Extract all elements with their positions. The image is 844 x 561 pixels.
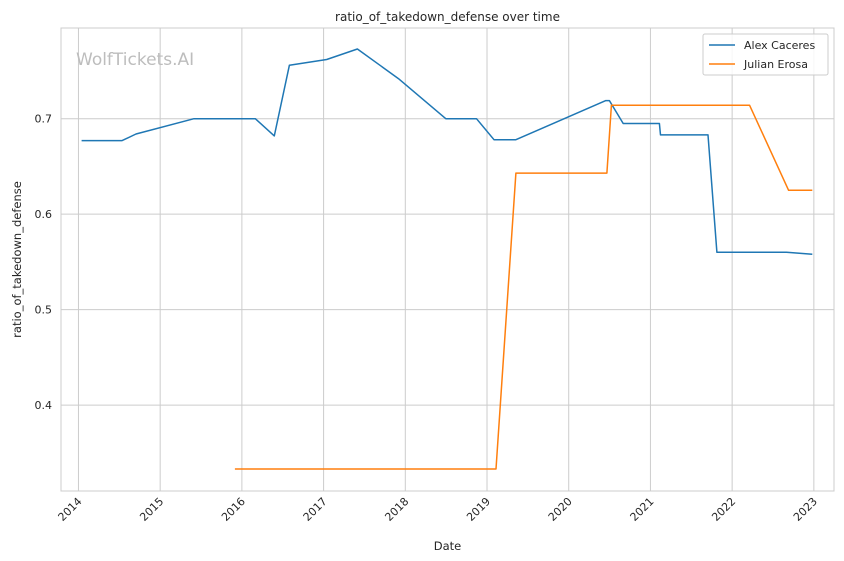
legend-entry: Julian Erosa xyxy=(743,58,808,71)
x-axis-label: Date xyxy=(434,539,462,553)
legend-entry: Alex Caceres xyxy=(744,39,815,52)
watermark-text: WolfTickets.AI xyxy=(76,50,194,70)
chart-title: ratio_of_takedown_defense over time xyxy=(335,10,560,24)
y-tick-label: 0.4 xyxy=(35,399,53,412)
legend: Alex Caceres Julian Erosa xyxy=(702,33,829,76)
x-tick-label: 2017 xyxy=(301,495,330,524)
y-axis-label: ratio_of_takedown_defense xyxy=(10,181,24,338)
x-tick-label: 2014 xyxy=(56,495,85,524)
plot-frame xyxy=(60,27,835,492)
x-tick-label: 2021 xyxy=(628,495,657,524)
x-tick-label: 2023 xyxy=(791,495,820,524)
series-line-alex-caceres xyxy=(81,48,813,255)
series-lines xyxy=(81,48,813,470)
x-tick-label: 2019 xyxy=(464,495,493,524)
x-tick-label: 2022 xyxy=(709,495,738,524)
y-tick-label: 0.7 xyxy=(35,113,53,126)
x-tick-label: 2016 xyxy=(219,495,248,524)
y-tick-labels: 0.4 0.5 0.6 0.7 xyxy=(35,113,53,412)
y-tick-label: 0.6 xyxy=(35,208,53,221)
grid-lines xyxy=(61,28,834,491)
x-tick-label: 2018 xyxy=(382,495,411,524)
x-tick-labels: 2014 2015 2016 2017 2018 2019 2020 2021 2022 2023 xyxy=(56,495,820,524)
y-tick-label: 0.5 xyxy=(35,304,53,317)
x-tick-label: 2015 xyxy=(137,495,166,524)
x-tick-label: 2020 xyxy=(546,495,575,524)
series-line-julian-erosa xyxy=(234,104,813,470)
